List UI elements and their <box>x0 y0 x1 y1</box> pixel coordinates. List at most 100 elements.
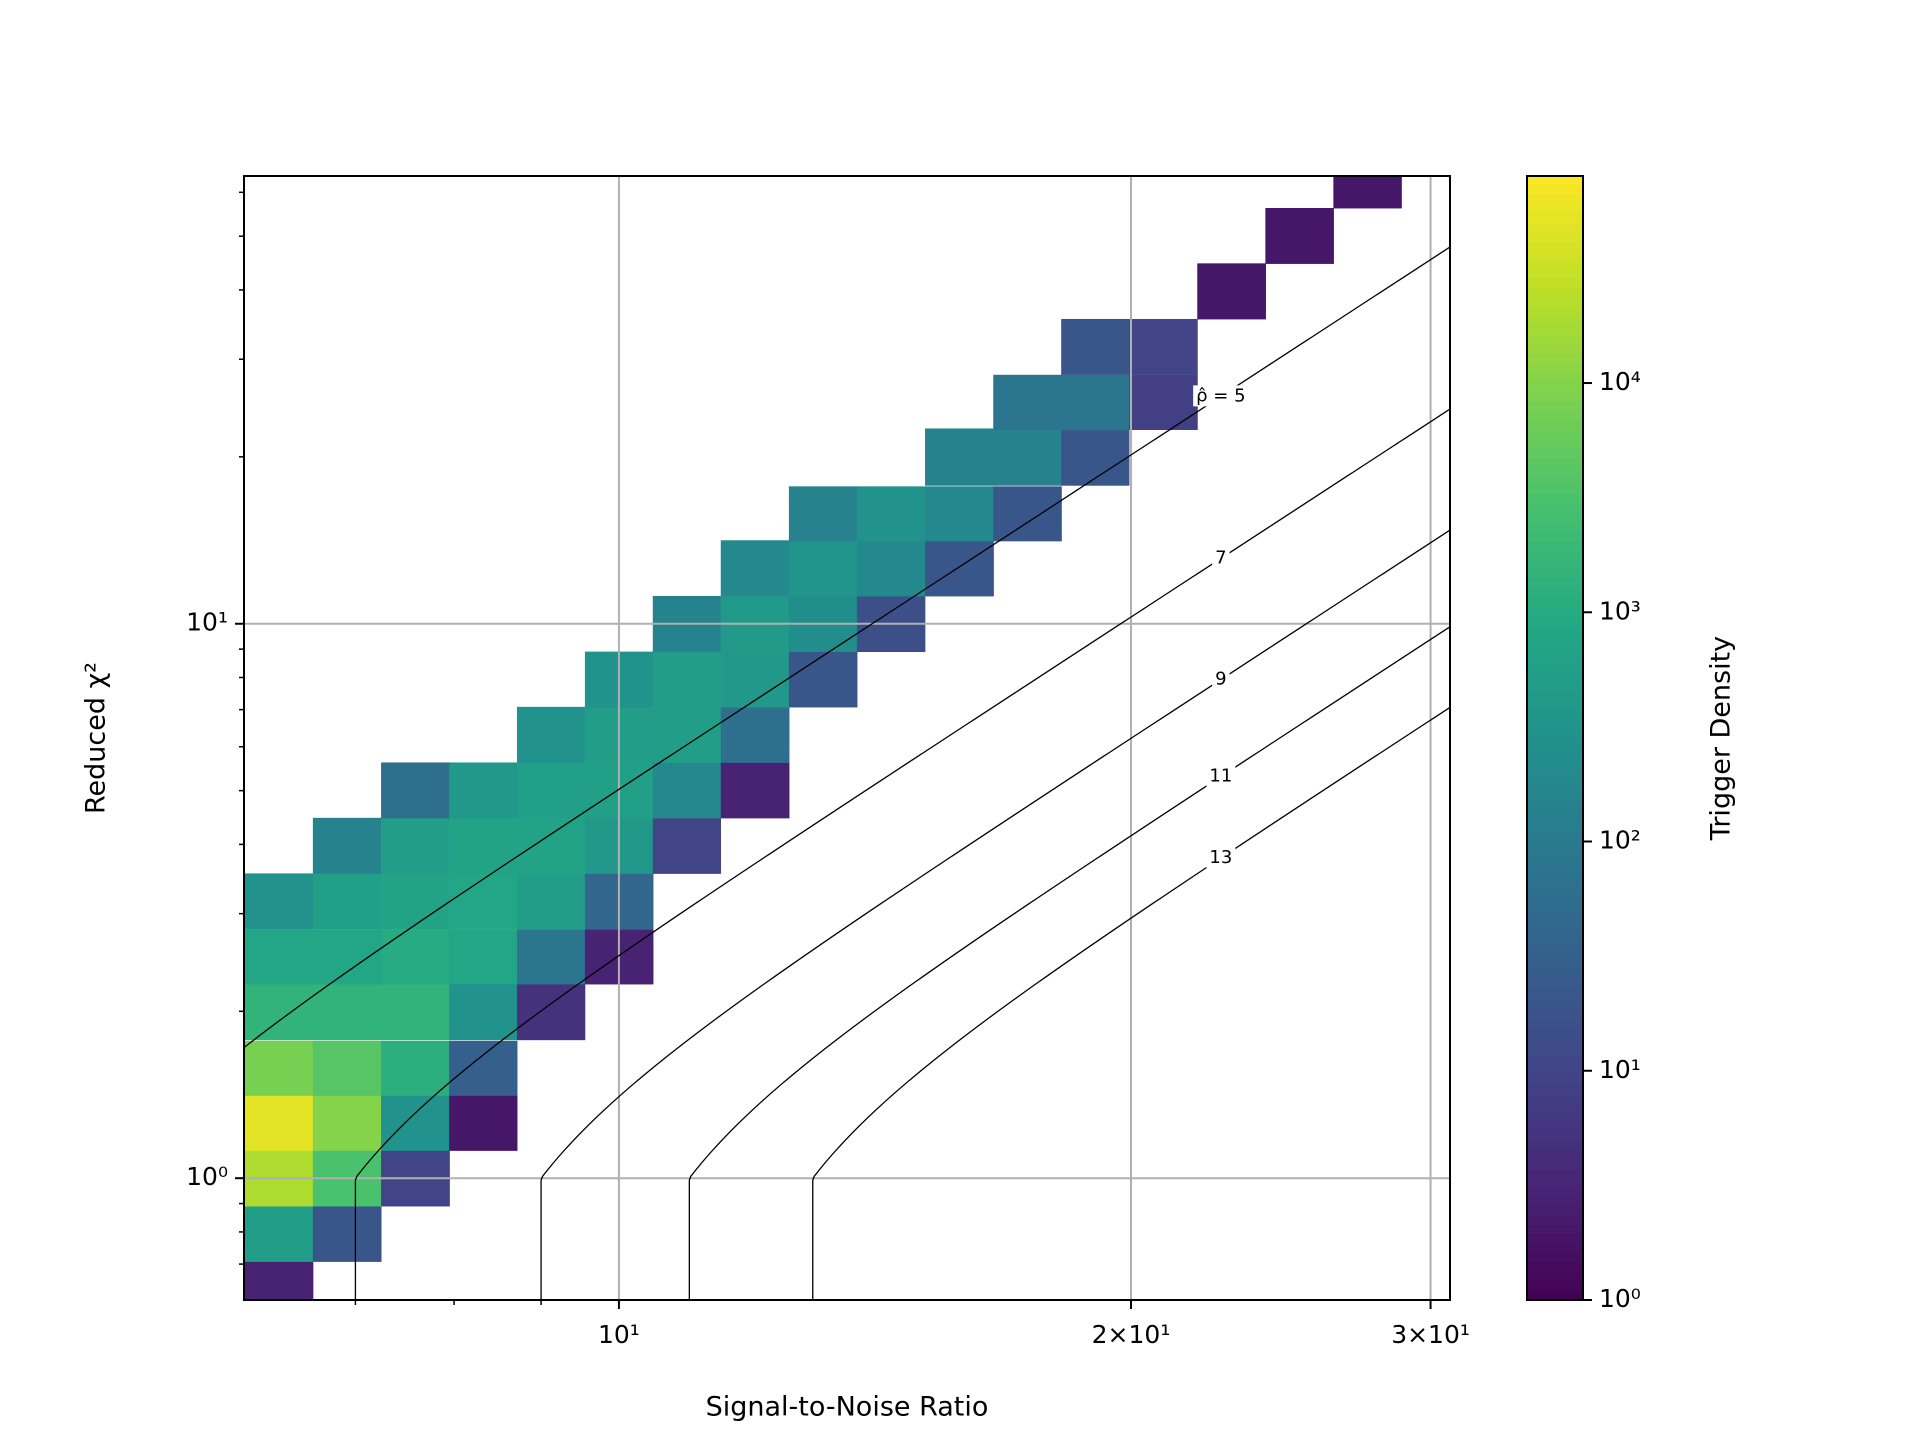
density-cell <box>788 540 858 597</box>
x-axis-label: Signal-to-Noise Ratio <box>706 1392 989 1423</box>
colorbar-segment <box>1527 1196 1583 1207</box>
colorbar-segment <box>1527 204 1583 215</box>
colorbar-segment <box>1527 925 1583 936</box>
colorbar-segment <box>1527 972 1583 983</box>
colorbar-segment <box>1527 325 1583 336</box>
colorbar-tick-label: 10² <box>1599 826 1641 855</box>
colorbar-segment <box>1527 859 1583 870</box>
contour-label-bg <box>1193 385 1249 407</box>
density-cell <box>516 982 586 1041</box>
density-cell <box>1129 318 1198 375</box>
colorbar-segment <box>1527 784 1583 795</box>
colorbar-segment <box>1527 653 1583 664</box>
colorbar-segment <box>1527 222 1583 233</box>
colorbar-segment <box>1527 616 1583 627</box>
colorbar-segment <box>1527 1028 1583 1039</box>
colorbar-segment <box>1527 316 1583 327</box>
density-cell <box>993 486 1062 542</box>
density-cell <box>244 982 314 1041</box>
colorbar-segment <box>1527 578 1583 589</box>
colorbar-segment <box>1527 897 1583 908</box>
colorbar-segment <box>1527 869 1583 880</box>
density-cell <box>244 1261 314 1300</box>
contour-label-bg <box>1206 846 1236 868</box>
colorbar-segment <box>1527 522 1583 533</box>
colorbar-segment <box>1527 1047 1583 1058</box>
colorbar-segment <box>1527 531 1583 542</box>
colorbar-segment <box>1527 307 1583 318</box>
colorbar-segment <box>1527 691 1583 702</box>
colorbar-segment <box>1527 841 1583 851</box>
density-cell <box>652 817 722 874</box>
density-cell <box>244 929 314 985</box>
density-cell <box>652 762 722 819</box>
y-tick-label: 10⁰ <box>186 1162 228 1191</box>
colorbar-segment <box>1527 672 1583 683</box>
contour-label: 11 <box>1209 766 1232 787</box>
density-cell <box>381 873 450 930</box>
colorbar-segment <box>1527 550 1583 561</box>
contours: ρ̂ = 5 7 9 11 13 <box>244 246 1450 1300</box>
colorbar-segment <box>1527 541 1583 552</box>
density-cell <box>925 428 994 486</box>
density-cell <box>993 428 1062 486</box>
colorbar-segment <box>1527 372 1583 383</box>
colorbar-segment <box>1527 363 1583 374</box>
colorbar-segment <box>1527 934 1583 945</box>
contour-label: 7 <box>1215 547 1226 568</box>
colorbar-segment <box>1527 503 1583 514</box>
density-cell <box>449 762 518 819</box>
colorbar-segment <box>1527 738 1583 748</box>
x-tick-label: 2×10¹ <box>1092 1320 1171 1349</box>
colorbar-segment <box>1527 241 1583 252</box>
density-cell <box>652 706 722 763</box>
density-cell <box>381 762 450 819</box>
density-cell <box>516 873 586 930</box>
y-tick-label: 10¹ <box>186 608 228 637</box>
colorbar-segment <box>1527 1215 1583 1226</box>
density-cell <box>925 486 994 542</box>
density-cell <box>516 817 586 874</box>
density-cell <box>312 1094 382 1151</box>
density-cell <box>312 1040 382 1096</box>
contour-label-bg <box>1212 668 1230 690</box>
y-axis-label: Reduced χ² <box>81 662 112 814</box>
contour-line <box>812 706 1450 1300</box>
contour-label: ρ̂ = 5 <box>1196 385 1245 406</box>
colorbar-segment <box>1527 353 1583 364</box>
density-cell <box>381 1094 450 1151</box>
colorbar-segment <box>1527 1243 1583 1254</box>
contour-label: 9 <box>1215 669 1226 690</box>
colorbar-segment <box>1527 597 1583 608</box>
contour-label-bg <box>1206 765 1236 787</box>
density-cell <box>449 1094 518 1151</box>
colorbar-segment <box>1527 1112 1583 1123</box>
density-cell <box>381 1040 450 1096</box>
colorbar-segment <box>1527 1131 1583 1142</box>
density-cell <box>1061 428 1130 486</box>
x-tick-label: 10¹ <box>598 1320 640 1349</box>
colorbar-segment <box>1527 419 1583 430</box>
density-cell <box>312 817 382 874</box>
colorbar-segment <box>1527 831 1583 842</box>
colorbar-segment <box>1527 1178 1583 1189</box>
colorbar-segment <box>1527 1253 1583 1264</box>
density-cell <box>244 1094 314 1151</box>
colorbar-segment <box>1527 1140 1583 1151</box>
colorbar-segment <box>1527 1000 1583 1011</box>
colorbar-frame <box>1526 175 1584 1301</box>
colorbar-segment <box>1527 766 1583 777</box>
colorbar-segment <box>1527 1281 1583 1292</box>
colorbar-segment <box>1527 719 1583 730</box>
colorbar-segment <box>1527 391 1583 402</box>
density-cell <box>449 982 518 1041</box>
colorbar-segment <box>1527 644 1583 655</box>
density-cell <box>312 873 382 930</box>
density-cell <box>652 651 722 708</box>
colorbar-segment <box>1527 250 1583 261</box>
density-cell <box>516 929 586 985</box>
colorbar-segment <box>1527 457 1583 467</box>
colorbar-segment <box>1527 878 1583 889</box>
colorbar-segment <box>1527 944 1583 955</box>
colorbar-segment <box>1527 953 1583 964</box>
